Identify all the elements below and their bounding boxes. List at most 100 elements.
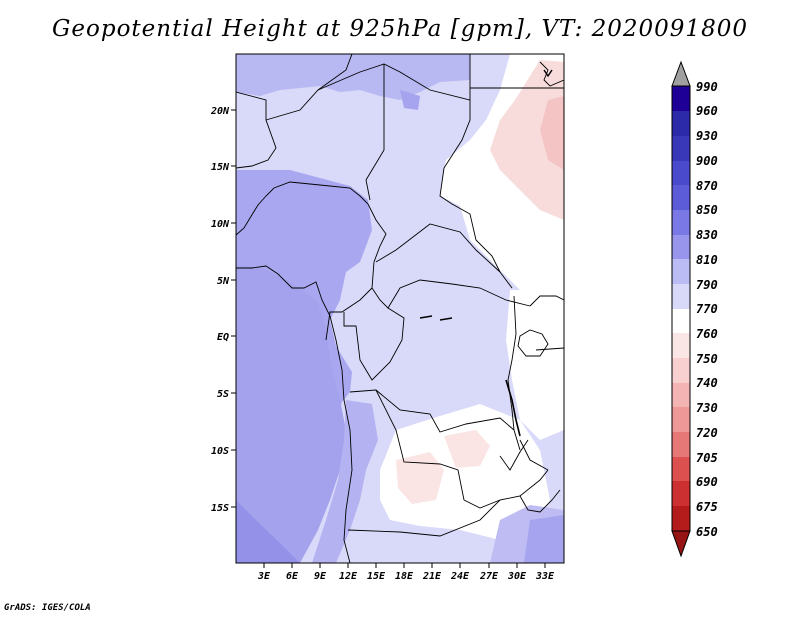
border-mozambique: [519, 489, 561, 513]
border-drc-north: [371, 279, 531, 309]
grads-credit: GrADS: IGES/COLA: [4, 603, 91, 613]
coastline: [236, 265, 353, 563]
lon-label: 15E: [367, 571, 386, 582]
colorbar-label: 790: [696, 278, 718, 292]
lat-label: EQ: [217, 332, 229, 343]
colorbar-swatch: [672, 457, 690, 481]
colorbar-swatch: [672, 432, 690, 457]
colorbar-label: 690: [696, 475, 718, 489]
colorbar-swatch: [672, 86, 690, 111]
colorbar-swatch: [672, 481, 690, 506]
border-namibia: [347, 469, 549, 537]
colorbar-label: 650: [696, 525, 718, 539]
map-frame: [235, 53, 565, 564]
colorbar-swatch: [672, 161, 690, 185]
colorbar-swatch: [672, 111, 690, 136]
colorbar-label: 705: [696, 451, 718, 465]
lon-label: 6E: [286, 571, 299, 582]
colorbar-label: 770: [696, 302, 718, 316]
border-congo: [343, 307, 405, 381]
field-eastafrica-white: [506, 290, 564, 440]
colorbar-label: 870: [696, 179, 718, 193]
border-car: [375, 223, 501, 273]
colorbar-label: 730: [696, 401, 718, 415]
lake-nasser: [543, 69, 553, 78]
colorbar-label: 850: [696, 203, 718, 217]
lat-label: 15S: [211, 503, 229, 514]
colorbar-swatch: [672, 506, 690, 531]
colorbar-label: 720: [696, 426, 718, 440]
border-kenya-tanzania: [535, 347, 564, 351]
lat-label: 10S: [211, 446, 229, 457]
border-westafrica: [236, 181, 369, 236]
longitude-axis: 3E 6E 9E 12E 15E 18E 21E 24E 27E 30E 33E: [257, 563, 555, 582]
lat-label: 5N: [217, 276, 230, 287]
colorbar-swatch: [672, 284, 690, 309]
colorbar-swatch: [672, 185, 690, 210]
field-zambia-pink: [444, 430, 490, 468]
field-angola-coast: [312, 400, 378, 563]
colorbar-swatch: [672, 210, 690, 235]
border-angola-zambia: [375, 389, 465, 501]
lon-label: 21E: [422, 571, 442, 582]
colorbar-label: 830: [696, 228, 718, 242]
colorbar-label: 760: [696, 327, 718, 341]
lon-label: 3E: [257, 571, 271, 582]
lon-label: 27E: [479, 571, 499, 582]
field-southeast-deep: [524, 515, 564, 563]
colorbar-label: 900: [696, 154, 718, 168]
field-north-spot: [400, 90, 420, 110]
map-title: Geopotential Height at 925hPa [gpm], VT:…: [52, 16, 748, 42]
congo-river: [419, 315, 453, 321]
lon-label: 30E: [507, 571, 527, 582]
colorbar-swatch: [672, 309, 690, 333]
border-uganda: [529, 295, 564, 307]
colorbar-label: 740: [696, 376, 718, 390]
lake-malawi-region: [499, 439, 529, 471]
colorbar-swatch: [672, 407, 690, 432]
lat-label: 15N: [211, 162, 230, 173]
field-east-pink-core: [540, 96, 564, 170]
lon-label: 18E: [395, 571, 414, 582]
border-zimbabwe: [463, 499, 501, 509]
field-angola-pink: [396, 452, 444, 504]
map-panel: [236, 54, 564, 563]
lake-tanganyika: [505, 379, 521, 437]
colorbar-label: 960: [696, 104, 718, 118]
lake-victoria: [517, 329, 549, 357]
lon-label: 33E: [535, 571, 555, 582]
colorbar-label: 750: [696, 352, 718, 366]
border-niger-chad: [365, 64, 385, 201]
lat-label: 20N: [210, 106, 230, 117]
country-borders: [236, 54, 564, 563]
colorbar-under-triangle: [671, 530, 691, 558]
coast-redsea: [539, 61, 564, 87]
colorbar-swatch: [672, 358, 690, 383]
colorbar-swatch: [672, 136, 690, 161]
field-north-purple: [236, 54, 470, 100]
colorbar-swatch: [672, 333, 690, 358]
field-southwest-deep: [236, 500, 300, 563]
colorbar-frame: [671, 85, 691, 532]
lon-label: 9E: [314, 571, 327, 582]
field-south-white: [380, 404, 550, 540]
border-cameroon: [325, 203, 387, 341]
border-chad-sudan: [439, 100, 513, 289]
colorbar-swatch: [672, 383, 690, 407]
lon-label: 24E: [450, 571, 470, 582]
latitude-axis: 20N 15N 10N 5N EQ 5S 10S 15S: [210, 106, 236, 514]
lon-label: 12E: [339, 571, 358, 582]
colorbar-swatch: [672, 235, 690, 259]
lat-label: 10N: [211, 219, 230, 230]
colorbar-label: 990: [696, 80, 718, 94]
colorbar-swatch: [672, 259, 690, 284]
colorbar-label: 810: [696, 253, 718, 267]
field-east-pink: [490, 60, 564, 220]
field-atlantic-purple: [236, 265, 346, 563]
border-drc-south: [349, 389, 515, 433]
colorbar: 990 960 930 900 870 850 830 810 790 770 …: [671, 60, 718, 558]
colorbar-over-triangle: [671, 60, 691, 87]
border-mali: [236, 91, 277, 169]
colorbar-label: 930: [696, 129, 718, 143]
